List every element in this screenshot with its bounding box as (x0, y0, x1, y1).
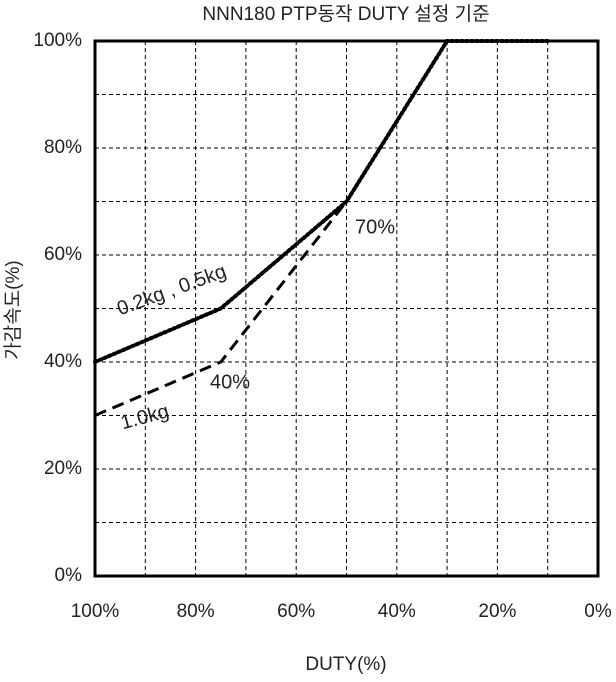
y-tick-label: 0% (55, 565, 83, 586)
series-line (93, 39, 550, 364)
x-tick-label: 0% (584, 601, 612, 622)
x-tick-label: 60% (277, 601, 315, 622)
x-tick-label: 40% (378, 601, 416, 622)
y-tick-label: 100% (33, 30, 82, 51)
x-tick-label: 100% (71, 601, 120, 622)
series-line (94, 39, 548, 417)
annotation: 40% (210, 371, 250, 393)
plot-frame (93, 39, 600, 578)
x-tick-label: 20% (478, 601, 516, 622)
annotation: 70% (355, 216, 395, 238)
x-tick-label: 80% (177, 601, 215, 622)
x-axis-label: DUTY(%) (305, 654, 386, 675)
chart-title: NNN180 PTP동작 DUTY 설정 기준 (202, 3, 489, 25)
y-tick-label: 20% (44, 458, 82, 479)
y-tick-label: 60% (44, 244, 82, 265)
y-axis-label: 가감속도(%) (2, 260, 24, 359)
y-tick-label: 40% (44, 351, 82, 372)
y-tick-label: 80% (44, 137, 82, 158)
